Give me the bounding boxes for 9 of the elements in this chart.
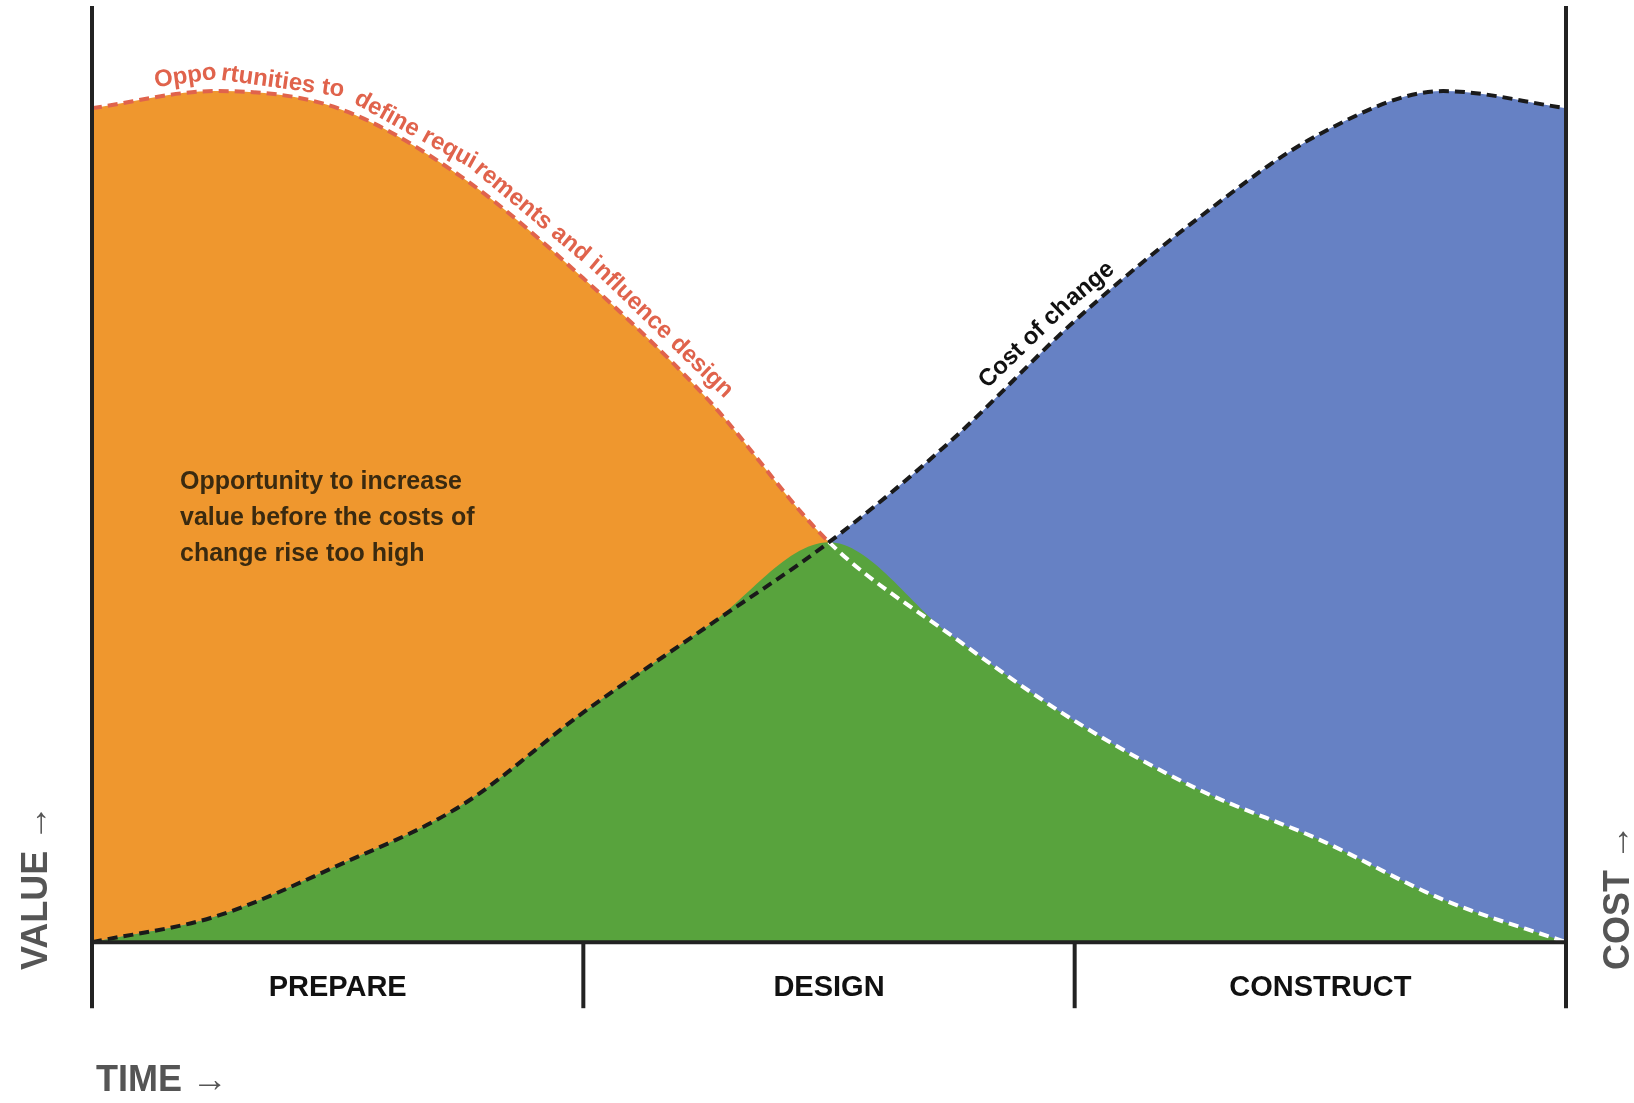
x-tick-label: PREPARE [268,969,407,1002]
text: Opportunities to define requirements and influence design [152,56,741,403]
x-axis-title: TIME → [96,1058,228,1100]
text: Cost of change [971,254,1119,393]
y2-axis-title: COST → [1596,823,1634,970]
y-axis-title: VALUE → [14,804,56,970]
x-tick-label: CONSTRUCT [1229,969,1412,1002]
x-tick-label: DESIGN [773,969,885,1002]
annotation: Opportunity to increase value before the costs of change rise too high [180,465,476,568]
